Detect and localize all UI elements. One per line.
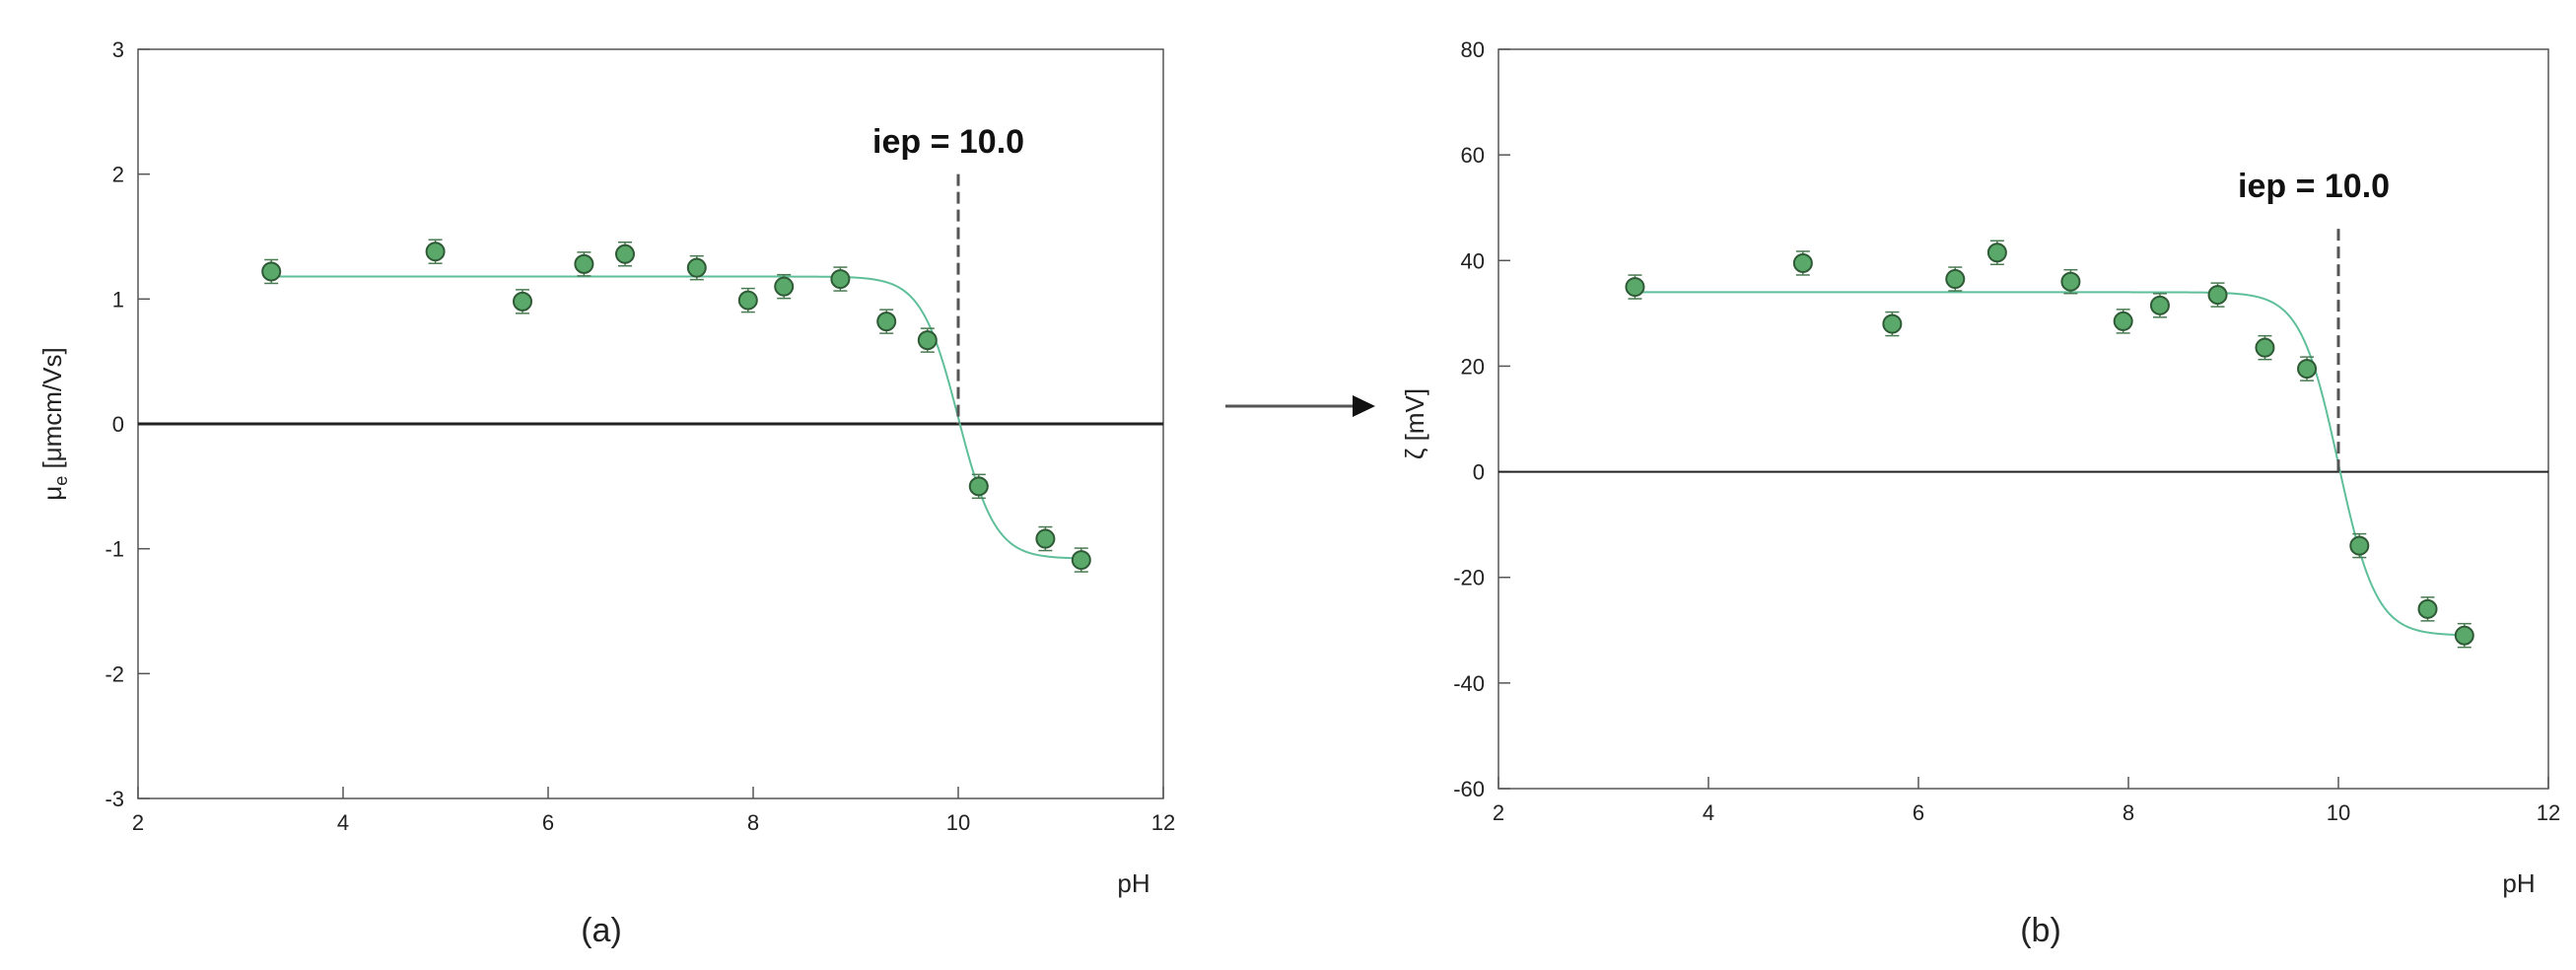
data-point bbox=[2349, 532, 2370, 559]
data-point bbox=[968, 473, 989, 500]
y-tick-label: 0 bbox=[1473, 460, 1485, 485]
plot-frame-b bbox=[1497, 48, 2549, 790]
data-point bbox=[2297, 356, 2318, 381]
x-axis-label-b: pH bbox=[2502, 868, 2535, 898]
data-points-a bbox=[261, 239, 1091, 573]
iep-label-b: iep = 10.0 bbox=[2238, 168, 2390, 205]
data-point bbox=[513, 289, 532, 314]
y-tick-label: -60 bbox=[1453, 777, 1485, 801]
x-ticks-a: 2 4 6 8 10 12 bbox=[132, 787, 1175, 835]
x-tick-label: 10 bbox=[2327, 800, 2350, 825]
y-axis-label-a: μe [μmcm/Vs] bbox=[37, 347, 71, 501]
x-tick-label: 4 bbox=[1703, 800, 1714, 825]
data-point bbox=[830, 266, 851, 292]
x-tick-label: 6 bbox=[542, 810, 554, 835]
y-tick-label: 1 bbox=[112, 287, 124, 312]
data-point bbox=[1945, 266, 1966, 292]
data-point bbox=[737, 287, 758, 313]
data-point bbox=[615, 241, 635, 267]
y-axis-label-rest-b: [mV] bbox=[1400, 388, 1429, 449]
data-point bbox=[1625, 274, 1645, 300]
fit-curve-b bbox=[1635, 291, 2465, 637]
y-tick-label: 60 bbox=[1461, 143, 1485, 168]
data-point bbox=[425, 239, 446, 264]
data-point bbox=[2113, 309, 2133, 334]
y-axis-label-b: ζ [mV] bbox=[1400, 388, 1429, 459]
y-axis-label-sub-a: e bbox=[51, 476, 71, 486]
chart-panel-b: -60 -40 -20 0 20 40 60 80 2 4 6 8 10 12 iep = 10.0 p… bbox=[1400, 37, 2560, 949]
y-tick-label: 80 bbox=[1461, 37, 1485, 62]
x-tick-label: 12 bbox=[2537, 800, 2560, 825]
data-point bbox=[917, 327, 938, 353]
data-point bbox=[574, 251, 594, 277]
arrow-icon bbox=[1225, 395, 1375, 417]
data-point bbox=[2417, 596, 2438, 622]
data-point bbox=[876, 309, 897, 334]
y-axis-label-main-b: ζ bbox=[1400, 449, 1429, 459]
y-axis-label-rest-a: [μmcm/Vs] bbox=[37, 347, 67, 476]
x-ticks-b: 2 4 6 8 10 12 bbox=[1493, 777, 2560, 825]
data-points-b bbox=[1625, 240, 2474, 649]
panel-label-a: (a) bbox=[581, 912, 622, 949]
y-tick-label: 20 bbox=[1461, 354, 1485, 379]
data-point bbox=[686, 254, 707, 281]
data-point bbox=[2255, 334, 2275, 361]
y-tick-label: 3 bbox=[112, 37, 124, 62]
fit-curve-a bbox=[271, 275, 1081, 560]
data-point bbox=[2454, 622, 2474, 649]
data-point bbox=[2207, 282, 2228, 308]
x-tick-label: 10 bbox=[946, 810, 970, 835]
y-tick-label: -2 bbox=[104, 661, 124, 686]
y-tick-label: -20 bbox=[1453, 566, 1485, 590]
x-tick-label: 12 bbox=[1151, 810, 1175, 835]
y-tick-label: -40 bbox=[1453, 671, 1485, 696]
y-axis-label-main-a: μ bbox=[37, 486, 67, 501]
data-point bbox=[1035, 525, 1056, 552]
data-point bbox=[1071, 547, 1091, 573]
y-ticks-b: -60 -40 -20 0 20 40 60 80 bbox=[1453, 37, 1510, 801]
panel-label-b: (b) bbox=[2020, 912, 2061, 949]
y-tick-label: -3 bbox=[104, 787, 124, 811]
x-axis-label-a: pH bbox=[1117, 868, 1149, 898]
x-tick-label: 6 bbox=[1913, 800, 1924, 825]
y-tick-label: 40 bbox=[1461, 248, 1485, 273]
data-point bbox=[261, 258, 282, 285]
y-tick-label: -1 bbox=[104, 537, 124, 562]
x-tick-label: 2 bbox=[1493, 800, 1504, 825]
y-tick-label: 2 bbox=[112, 163, 124, 187]
x-tick-label: 4 bbox=[337, 810, 349, 835]
data-point bbox=[1792, 250, 1813, 276]
data-point bbox=[774, 273, 795, 300]
data-point bbox=[1986, 240, 2007, 265]
data-point bbox=[2149, 293, 2170, 318]
x-tick-label: 8 bbox=[2123, 800, 2134, 825]
y-tick-label: 0 bbox=[112, 412, 124, 437]
x-tick-label: 2 bbox=[132, 810, 144, 835]
data-point bbox=[2060, 268, 2081, 295]
iep-label-a: iep = 10.0 bbox=[872, 123, 1024, 161]
data-point bbox=[1882, 311, 1903, 337]
x-tick-label: 8 bbox=[747, 810, 759, 835]
